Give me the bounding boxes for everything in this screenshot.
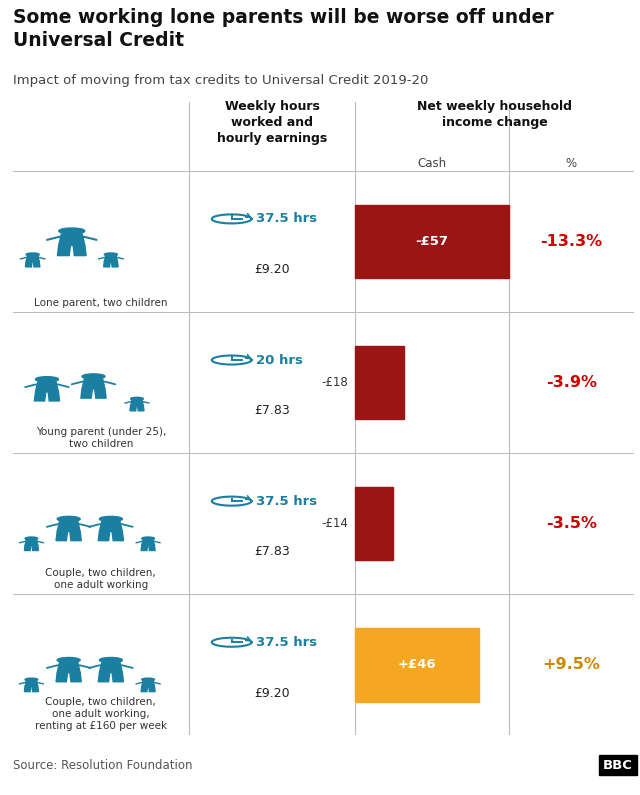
Polygon shape — [111, 262, 118, 267]
Polygon shape — [48, 392, 60, 401]
Text: BBC: BBC — [603, 758, 633, 772]
Polygon shape — [95, 389, 106, 398]
Text: Some working lone parents will be worse off under
Universal Credit: Some working lone parents will be worse … — [13, 8, 554, 50]
Polygon shape — [141, 687, 147, 692]
Circle shape — [131, 398, 143, 400]
Circle shape — [25, 537, 38, 540]
Bar — [355, 205, 509, 278]
Polygon shape — [26, 262, 32, 267]
Text: £7.83: £7.83 — [254, 545, 290, 558]
Polygon shape — [104, 262, 110, 267]
Polygon shape — [99, 673, 109, 682]
Circle shape — [99, 657, 122, 663]
Circle shape — [82, 374, 105, 379]
Circle shape — [25, 678, 38, 681]
Text: Net weekly household
income change: Net weekly household income change — [417, 100, 572, 130]
Text: £9.20: £9.20 — [254, 687, 290, 700]
Polygon shape — [131, 400, 143, 405]
Polygon shape — [25, 681, 38, 687]
Bar — [355, 628, 479, 701]
Polygon shape — [141, 540, 154, 545]
Polygon shape — [99, 663, 122, 673]
Text: %: % — [566, 157, 577, 169]
Polygon shape — [99, 522, 122, 532]
Polygon shape — [26, 256, 39, 262]
Circle shape — [35, 377, 58, 382]
Text: Cash: Cash — [417, 157, 447, 169]
Polygon shape — [57, 522, 80, 532]
Text: Couple, two children,
one adult working,
renting at £160 per week: Couple, two children, one adult working,… — [35, 697, 167, 731]
Polygon shape — [99, 532, 109, 541]
Text: -£14: -£14 — [321, 518, 348, 530]
Text: 37.5 hrs: 37.5 hrs — [257, 494, 317, 508]
Circle shape — [99, 517, 122, 522]
Circle shape — [26, 253, 39, 256]
Polygon shape — [33, 262, 40, 267]
Text: Young parent (under 25),
two children: Young parent (under 25), two children — [36, 427, 166, 449]
Text: £9.20: £9.20 — [254, 263, 290, 276]
Text: £7.83: £7.83 — [254, 405, 290, 417]
Polygon shape — [138, 405, 144, 411]
Text: +9.5%: +9.5% — [542, 657, 600, 673]
Circle shape — [141, 678, 154, 681]
Circle shape — [57, 517, 80, 522]
Polygon shape — [56, 532, 68, 541]
Text: 37.5 hrs: 37.5 hrs — [257, 636, 317, 649]
Text: 37.5 hrs: 37.5 hrs — [257, 212, 317, 226]
Circle shape — [104, 253, 118, 256]
Text: -£57: -£57 — [415, 235, 449, 248]
Polygon shape — [112, 673, 124, 682]
Polygon shape — [57, 663, 80, 673]
Polygon shape — [56, 673, 68, 682]
Text: Source: Resolution Foundation: Source: Resolution Foundation — [13, 758, 192, 772]
Text: -13.3%: -13.3% — [540, 234, 602, 249]
Text: 20 hrs: 20 hrs — [257, 354, 303, 366]
Polygon shape — [141, 681, 154, 687]
Text: -3.9%: -3.9% — [546, 375, 596, 390]
Polygon shape — [70, 673, 81, 682]
Text: Couple, two children,
one adult working: Couple, two children, one adult working — [45, 568, 156, 590]
Circle shape — [141, 537, 154, 540]
Polygon shape — [73, 245, 86, 256]
Text: -3.5%: -3.5% — [546, 516, 596, 531]
Polygon shape — [24, 545, 31, 550]
Polygon shape — [32, 687, 38, 692]
Polygon shape — [112, 532, 124, 541]
Bar — [355, 487, 393, 560]
Circle shape — [59, 228, 85, 234]
Polygon shape — [81, 389, 92, 398]
Polygon shape — [70, 532, 81, 541]
Polygon shape — [104, 256, 118, 262]
Circle shape — [57, 657, 80, 663]
Text: Lone parent, two children: Lone parent, two children — [34, 298, 168, 308]
Polygon shape — [148, 687, 155, 692]
Polygon shape — [58, 245, 70, 256]
Polygon shape — [24, 687, 31, 692]
Text: Impact of moving from tax credits to Universal Credit 2019-20: Impact of moving from tax credits to Uni… — [13, 74, 428, 87]
Bar — [355, 346, 404, 419]
Polygon shape — [141, 545, 147, 550]
Polygon shape — [148, 545, 155, 550]
Text: -£18: -£18 — [321, 376, 348, 389]
Polygon shape — [82, 379, 105, 389]
Polygon shape — [35, 382, 58, 392]
Text: +£46: +£46 — [398, 658, 436, 671]
Text: Weekly hours
worked and
hourly earnings: Weekly hours worked and hourly earnings — [217, 100, 327, 145]
Polygon shape — [32, 545, 38, 550]
Polygon shape — [130, 405, 136, 411]
Polygon shape — [35, 392, 46, 401]
Polygon shape — [59, 234, 85, 245]
Polygon shape — [25, 540, 38, 545]
